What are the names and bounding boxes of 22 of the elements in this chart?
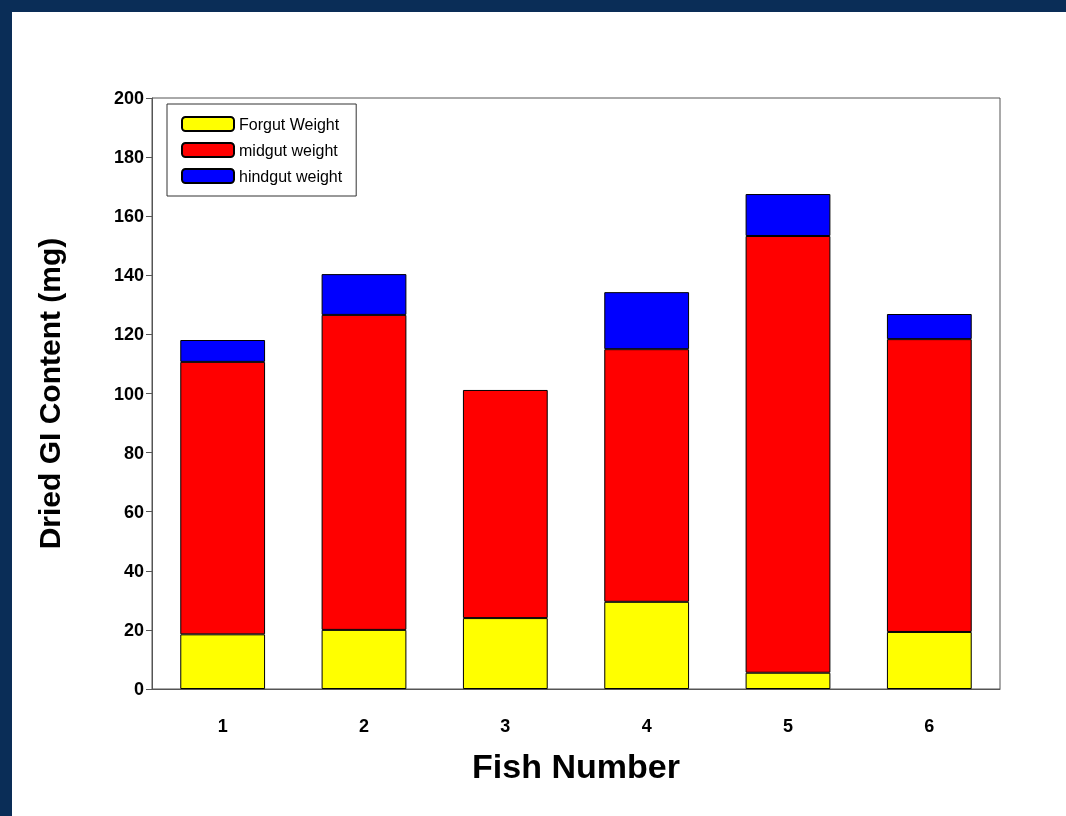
y-tick-label: 200 [113, 88, 144, 108]
legend-label: hindgut weight [239, 167, 343, 185]
y-tick-label: 160 [113, 206, 144, 227]
y-tick-label: 180 [113, 147, 144, 168]
x-tick-label: 6 [924, 716, 935, 736]
x-tick-label: 3 [500, 716, 511, 736]
y-tick-label: 40 [123, 560, 144, 581]
legend-label: Forgut Weight [239, 115, 340, 133]
y-tick-label: 0 [133, 679, 144, 699]
y-tick-label: 140 [113, 265, 144, 286]
y-tick-label: 20 [123, 619, 144, 640]
x-tick-label: 2 [358, 716, 370, 736]
y-tick-label: 120 [113, 324, 144, 345]
x-tick-label: 1 [217, 716, 228, 736]
x-tick-label: 5 [782, 716, 794, 736]
y-tick-label: 80 [123, 442, 144, 463]
x-tick-label: 4 [641, 716, 652, 736]
x-axis-title: Fish Number [472, 747, 680, 785]
y-axis-title: Dried GI Content (mg) [32, 237, 66, 550]
legend-label: midgut weight [239, 141, 339, 159]
y-tick-label: 60 [123, 501, 144, 522]
y-tick-label: 100 [113, 383, 144, 404]
